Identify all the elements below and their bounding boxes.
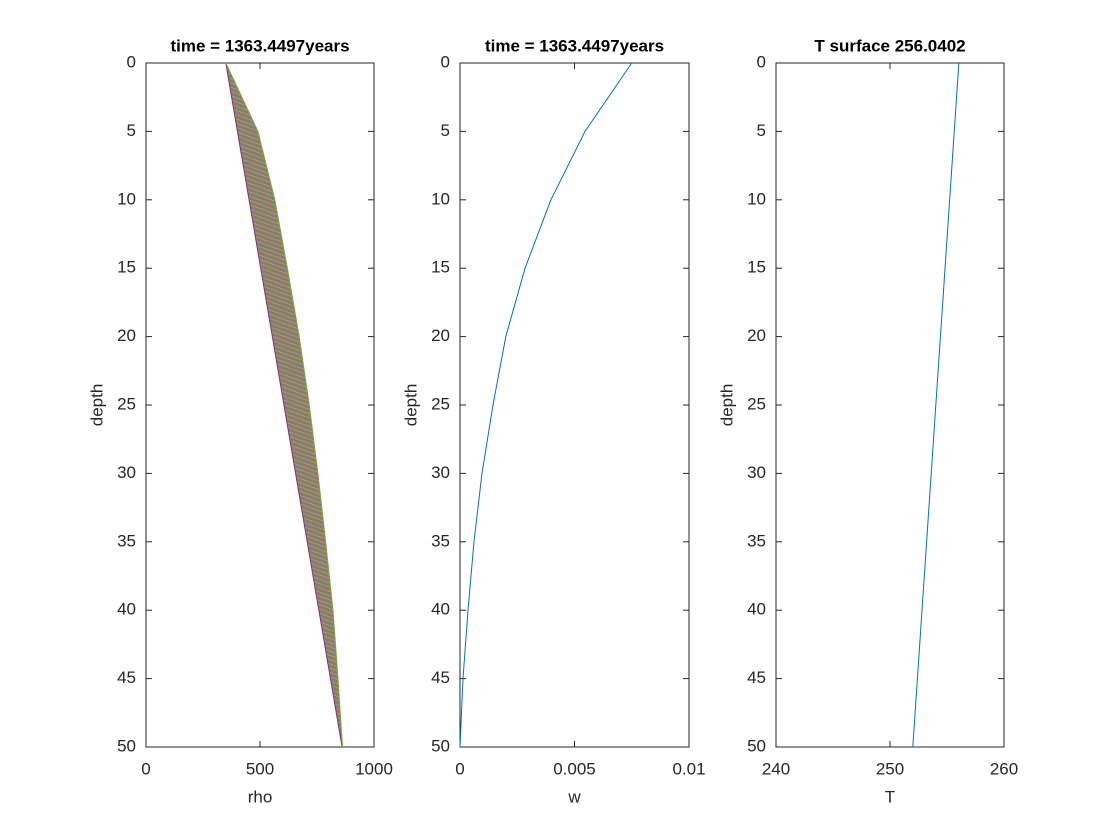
y-tick-label: 40: [431, 600, 450, 619]
y-tick-label: 50: [117, 736, 136, 755]
y-tick-label: 25: [117, 394, 136, 413]
y-tick-label: 10: [431, 189, 450, 208]
y-tick-label: 35: [431, 531, 450, 550]
y-tick-label: 45: [117, 668, 136, 687]
y-tick-label: 15: [747, 258, 766, 277]
x-axis-label: rho: [248, 787, 273, 806]
x-tick-label: 0: [455, 759, 464, 778]
y-tick-label: 0: [441, 52, 450, 71]
x-tick-label: 260: [990, 759, 1018, 778]
line: [225, 62, 343, 748]
y-tick-label: 30: [747, 463, 766, 482]
y-tick-label: 5: [441, 121, 450, 140]
y-axis-label: depth: [401, 384, 420, 427]
title: time = 1363.4497years: [170, 36, 349, 55]
x-tick-label: 0: [141, 759, 150, 778]
y-tick-label: 25: [431, 394, 450, 413]
y-tick-label: 40: [747, 600, 766, 619]
y-tick-label: 35: [747, 531, 766, 550]
x-tick-label: 240: [762, 759, 790, 778]
x-tick-label: 0.01: [672, 759, 705, 778]
x-tick-label: 250: [876, 759, 904, 778]
line: [459, 62, 633, 748]
y-tick-label: 5: [127, 121, 136, 140]
y-tick-label: 0: [127, 52, 136, 71]
x-tick-label: 1000: [355, 759, 393, 778]
y-tick-label: 30: [431, 463, 450, 482]
y-axis-label: depth: [87, 384, 106, 427]
y-tick-label: 10: [117, 189, 136, 208]
y-tick-label: 20: [431, 326, 450, 345]
y-tick-label: 45: [431, 668, 450, 687]
y-tick-label: 45: [747, 668, 766, 687]
x-tick-label: 500: [246, 759, 274, 778]
y-tick-label: 15: [431, 258, 450, 277]
y-tick-label: 10: [747, 189, 766, 208]
x-axis-label: w: [567, 787, 581, 806]
y-tick-label: 35: [117, 531, 136, 550]
y-tick-label: 25: [747, 394, 766, 413]
y-tick-label: 15: [117, 258, 136, 277]
x-tick-label: 0.005: [553, 759, 596, 778]
y-tick-label: 0: [757, 52, 766, 71]
line: [225, 62, 344, 748]
y-axis-label: depth: [717, 384, 736, 427]
line: [912, 62, 960, 748]
y-tick-label: 5: [757, 121, 766, 140]
y-tick-label: 20: [117, 326, 136, 345]
y-tick-label: 50: [431, 736, 450, 755]
y-tick-label: 20: [747, 326, 766, 345]
title: T surface 256.0402: [814, 36, 965, 55]
y-tick-label: 30: [117, 463, 136, 482]
title: time = 1363.4497years: [485, 36, 664, 55]
y-tick-label: 50: [747, 736, 766, 755]
x-axis-label: T: [885, 787, 895, 806]
y-tick-label: 40: [117, 600, 136, 619]
